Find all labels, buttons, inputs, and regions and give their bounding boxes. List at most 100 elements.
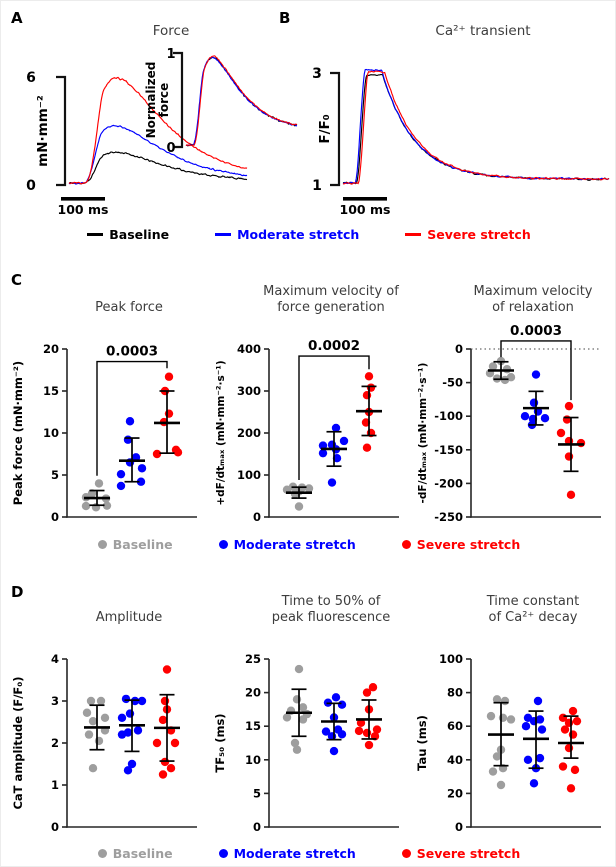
data-point-moderate-stretch xyxy=(339,436,349,446)
trace-legend: Baseline Moderate stretch Severe stretch xyxy=(1,225,615,243)
data-point-baseline xyxy=(298,715,308,724)
legend-label: Moderate stretch xyxy=(233,536,356,552)
data-point-severe-stretch xyxy=(568,730,578,739)
dot-marker-icon xyxy=(97,848,107,858)
data-point-moderate-stretch xyxy=(529,779,539,788)
trace-baseline xyxy=(69,151,248,185)
force-traces-chart: 6 0 mN·mm⁻² 100 ms Force 1 0 Normalized force xyxy=(26,23,298,217)
panel-b-label: B xyxy=(279,9,291,27)
data-point-baseline xyxy=(100,713,110,722)
y-tick-label: 0 xyxy=(455,820,463,834)
data-point-moderate-stretch xyxy=(116,481,126,491)
data-point-baseline xyxy=(102,501,112,510)
line-marker-icon xyxy=(87,232,104,236)
data-point-baseline xyxy=(292,695,302,704)
data-point-severe-stretch xyxy=(562,415,572,424)
data-point-baseline xyxy=(496,780,506,790)
data-point-severe-stretch xyxy=(164,409,174,418)
y-tick-label: 20 xyxy=(43,342,59,356)
inset-trace-baseline xyxy=(185,56,297,147)
data-point-moderate-stretch xyxy=(529,716,539,726)
y-axis-label: Tau (ms) xyxy=(415,715,429,771)
plot-title: Time constant of Ca²⁺ decay xyxy=(486,594,580,625)
y-tick-label: 40 xyxy=(447,753,463,767)
data-point-severe-stretch xyxy=(564,401,574,411)
data-point-baseline xyxy=(486,711,496,721)
peak-force-column: Peak force 20 15 10 5 0 Peak force (mN·mm⁻²) 0… xyxy=(9,279,205,527)
p-value: 0.0002 xyxy=(308,338,360,354)
data-point-baseline xyxy=(506,715,516,724)
y-tick-label: 0 xyxy=(253,510,261,524)
inset-trace-severe-stretch xyxy=(185,55,298,147)
dot-marker-icon xyxy=(401,539,411,549)
y-tick-label: 0 xyxy=(51,510,59,524)
data-point-moderate-stretch xyxy=(331,693,341,702)
legend-item: Severe stretch xyxy=(401,845,521,861)
data-point-severe-stretch xyxy=(570,765,580,775)
data-point-moderate-stretch xyxy=(523,755,533,764)
trace-baseline xyxy=(342,74,610,185)
tf50-chart: 25 20 15 10 5 0 TF₅₀ (ms) xyxy=(213,652,399,834)
plot-title: Maximum velocity of force generation xyxy=(263,284,399,315)
data-point-severe-stretch xyxy=(564,743,574,753)
legend-label: Severe stretch xyxy=(416,845,521,861)
data-point-severe-stretch xyxy=(566,490,576,500)
peak-force-chart: 20 15 10 5 0 Peak force (mN·mm⁻²) 0.0003 xyxy=(11,342,197,524)
data-point-severe-stretch xyxy=(170,738,180,748)
data-point-severe-stretch xyxy=(372,725,382,734)
y-tick-label: 10 xyxy=(245,753,261,767)
y-tick-label: 15 xyxy=(43,384,59,398)
data-point-baseline xyxy=(500,696,510,706)
y-tick-label: 0 xyxy=(455,342,463,356)
panel-d-label: D xyxy=(11,583,24,601)
data-point-moderate-stretch xyxy=(337,730,347,739)
data-point-baseline xyxy=(502,364,512,374)
data-point-severe-stretch xyxy=(354,726,364,736)
data-point-severe-stretch xyxy=(166,764,176,773)
legend-item: Moderate stretch xyxy=(218,536,356,552)
y-axis-bracket xyxy=(56,75,67,187)
data-point-moderate-stretch xyxy=(125,709,135,718)
data-point-baseline xyxy=(298,703,308,712)
data-point-baseline xyxy=(290,738,300,748)
tau-column: Time constant of Ca²⁺ decay 100 80 60 40 20 0… xyxy=(413,589,609,837)
trace-moderate-stretch xyxy=(342,68,610,185)
data-point-severe-stretch xyxy=(173,448,183,457)
data-point-severe-stretch xyxy=(364,740,374,750)
data-point-moderate-stretch xyxy=(137,696,147,706)
data-point-baseline xyxy=(94,736,104,746)
data-point-severe-stretch xyxy=(560,725,570,734)
data-point-baseline xyxy=(304,484,314,493)
amplitude-column: Amplitude 4 3 2 1 0 CaT amplitude (F/F₀) xyxy=(9,589,205,837)
legend-item: Moderate stretch xyxy=(218,846,356,861)
dot-legend-d: Baseline Moderate stretch Severe stretch xyxy=(1,844,615,862)
inset-trace-moderate-stretch xyxy=(185,56,298,147)
y-tick-label: 0 xyxy=(253,820,261,834)
data-point-moderate-stretch xyxy=(337,700,347,709)
data-point-baseline xyxy=(96,696,106,706)
tau-chart: 100 80 60 40 20 0 Tau (ms) xyxy=(415,652,601,834)
data-point-severe-stretch xyxy=(158,715,168,725)
y-tick-min: 0 xyxy=(26,178,36,194)
plot-title: Peak force xyxy=(95,299,163,315)
dot-legend-c: Baseline Moderate stretch Severe stretch xyxy=(1,535,615,553)
data-point-severe-stretch xyxy=(158,770,168,779)
max-vel-force-column: Maximum velocity of force generation 400… xyxy=(211,279,407,527)
data-point-severe-stretch xyxy=(362,443,372,452)
inset-y-tick-max: 1 xyxy=(166,47,175,62)
data-point-moderate-stretch xyxy=(529,398,539,407)
data-point-severe-stretch xyxy=(160,696,170,706)
trace-severe-stretch xyxy=(68,76,248,185)
plot-title: Maximum velocity of relaxation xyxy=(473,284,593,315)
data-point-severe-stretch xyxy=(162,665,172,674)
time-scalebar xyxy=(61,197,105,201)
y-tick-label: -200 xyxy=(434,476,463,490)
legend-item: Baseline xyxy=(97,537,173,552)
data-point-moderate-stretch xyxy=(331,423,341,433)
data-point-moderate-stretch xyxy=(137,464,147,473)
data-point-moderate-stretch xyxy=(329,746,339,756)
inset-title: Force xyxy=(153,23,190,39)
data-point-moderate-stretch xyxy=(520,412,530,421)
inset-y-tick-min: 0 xyxy=(166,141,175,156)
y-tick-min: 1 xyxy=(312,178,322,194)
